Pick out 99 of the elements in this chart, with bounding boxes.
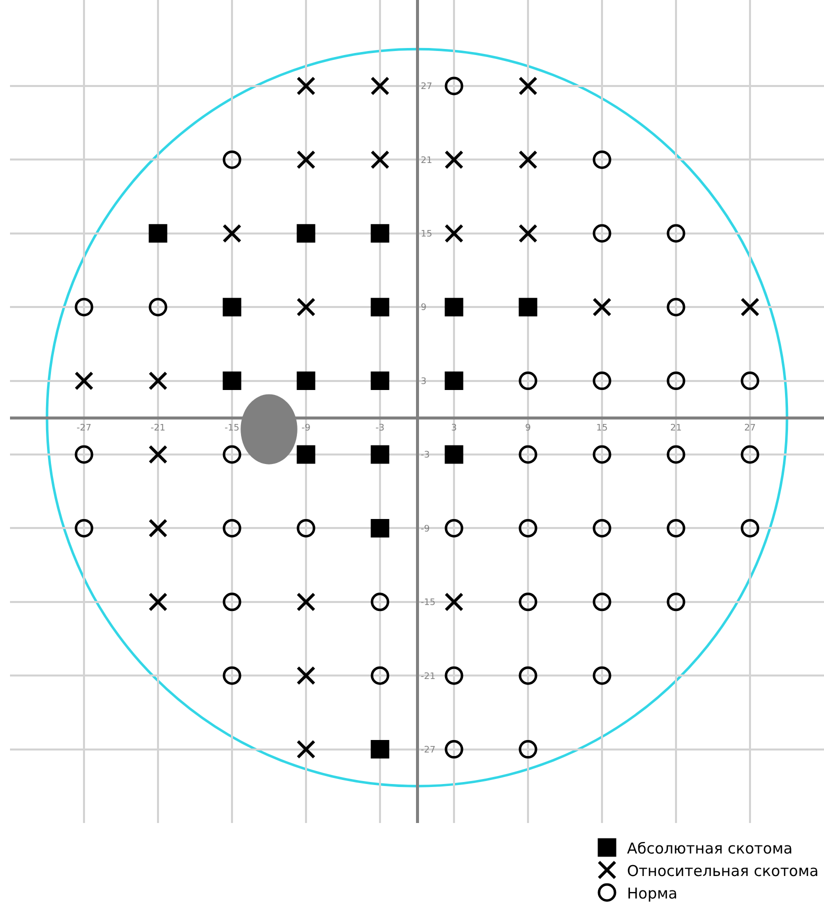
point: [296, 592, 316, 612]
point: [518, 150, 538, 170]
point: [518, 76, 538, 96]
point: [148, 518, 168, 538]
y-tick-label: -27: [420, 745, 436, 756]
y-tick-label: 27: [420, 82, 432, 92]
point: [74, 298, 94, 316]
point: [222, 666, 242, 685]
point: [518, 445, 538, 464]
point: [222, 150, 242, 169]
point: [222, 372, 242, 390]
point: [666, 445, 686, 464]
x-tick-label: 3: [451, 423, 457, 434]
x-tick-label: -3: [376, 423, 384, 434]
point: [370, 518, 390, 538]
legend-label: Абсолютная скотома: [627, 839, 793, 858]
point: [592, 592, 612, 612]
point: [518, 518, 538, 538]
x-tick-label: 27: [744, 423, 756, 434]
point: [740, 298, 760, 317]
point: [296, 150, 316, 170]
x-tick-label: 15: [596, 423, 608, 434]
point: [296, 76, 316, 96]
point: [444, 740, 464, 759]
point: [740, 445, 760, 464]
y-tick-label: 21: [420, 156, 432, 166]
point: [592, 224, 612, 243]
y-tick-label: -15: [420, 598, 436, 608]
point: [222, 518, 242, 538]
y-tick-label: 15: [420, 230, 432, 240]
point: [592, 518, 612, 538]
point: [370, 150, 390, 170]
point: [592, 445, 612, 464]
point: [740, 518, 760, 538]
y-tick-label: -9: [420, 524, 430, 534]
point: [444, 518, 464, 538]
point: [148, 224, 168, 243]
point: [592, 666, 612, 685]
point: [148, 371, 168, 390]
point: [666, 372, 686, 390]
point: [518, 592, 538, 612]
x-tick-label: -9: [302, 423, 311, 434]
point: [222, 445, 242, 464]
point: [370, 592, 390, 612]
point: [296, 666, 316, 686]
x-tick-label: -27: [76, 423, 92, 434]
point: [148, 592, 168, 612]
point: [444, 372, 464, 390]
point: [592, 150, 612, 169]
point: [444, 298, 464, 316]
point: [74, 518, 94, 538]
y-tick-label: -21: [420, 672, 436, 682]
point: [296, 298, 316, 317]
point: [296, 224, 316, 243]
point: [296, 445, 316, 464]
x-tick-label: -21: [150, 423, 166, 434]
legend-label: Относительная скотома: [627, 862, 819, 880]
point: [666, 592, 686, 612]
point: [518, 740, 538, 759]
point: [222, 224, 242, 243]
point: [444, 592, 464, 612]
point: [148, 298, 168, 316]
point: [296, 372, 316, 390]
point: [666, 518, 686, 538]
point: [444, 445, 464, 464]
point: [444, 76, 464, 96]
point: [666, 224, 686, 243]
point: [444, 666, 464, 685]
point: [518, 666, 538, 685]
point: [444, 150, 464, 170]
point: [518, 372, 538, 390]
point: [370, 445, 390, 464]
point: [74, 371, 94, 390]
x-tick-label: 21: [670, 423, 682, 434]
point: [370, 298, 390, 316]
point: [518, 224, 538, 243]
point: [370, 76, 390, 96]
y-tick-label: 3: [420, 376, 427, 387]
y-tick-label: 9: [420, 303, 427, 314]
point: [222, 298, 242, 316]
point: [370, 372, 390, 390]
point: [296, 740, 316, 759]
point: [518, 298, 538, 316]
point: [592, 298, 612, 317]
point: [740, 372, 760, 390]
legend-label: Норма: [627, 884, 678, 902]
point: [444, 224, 464, 243]
y-tick-label: -3: [420, 450, 430, 461]
point: [592, 372, 612, 390]
x-tick-label: -15: [224, 423, 240, 434]
point: [148, 444, 168, 464]
point: [370, 224, 390, 243]
x-tick-label: 9: [525, 423, 532, 434]
point: [370, 666, 390, 685]
point: [666, 298, 686, 316]
point: [74, 445, 94, 464]
point: [222, 592, 242, 612]
point: [296, 518, 316, 538]
point: [370, 740, 390, 759]
